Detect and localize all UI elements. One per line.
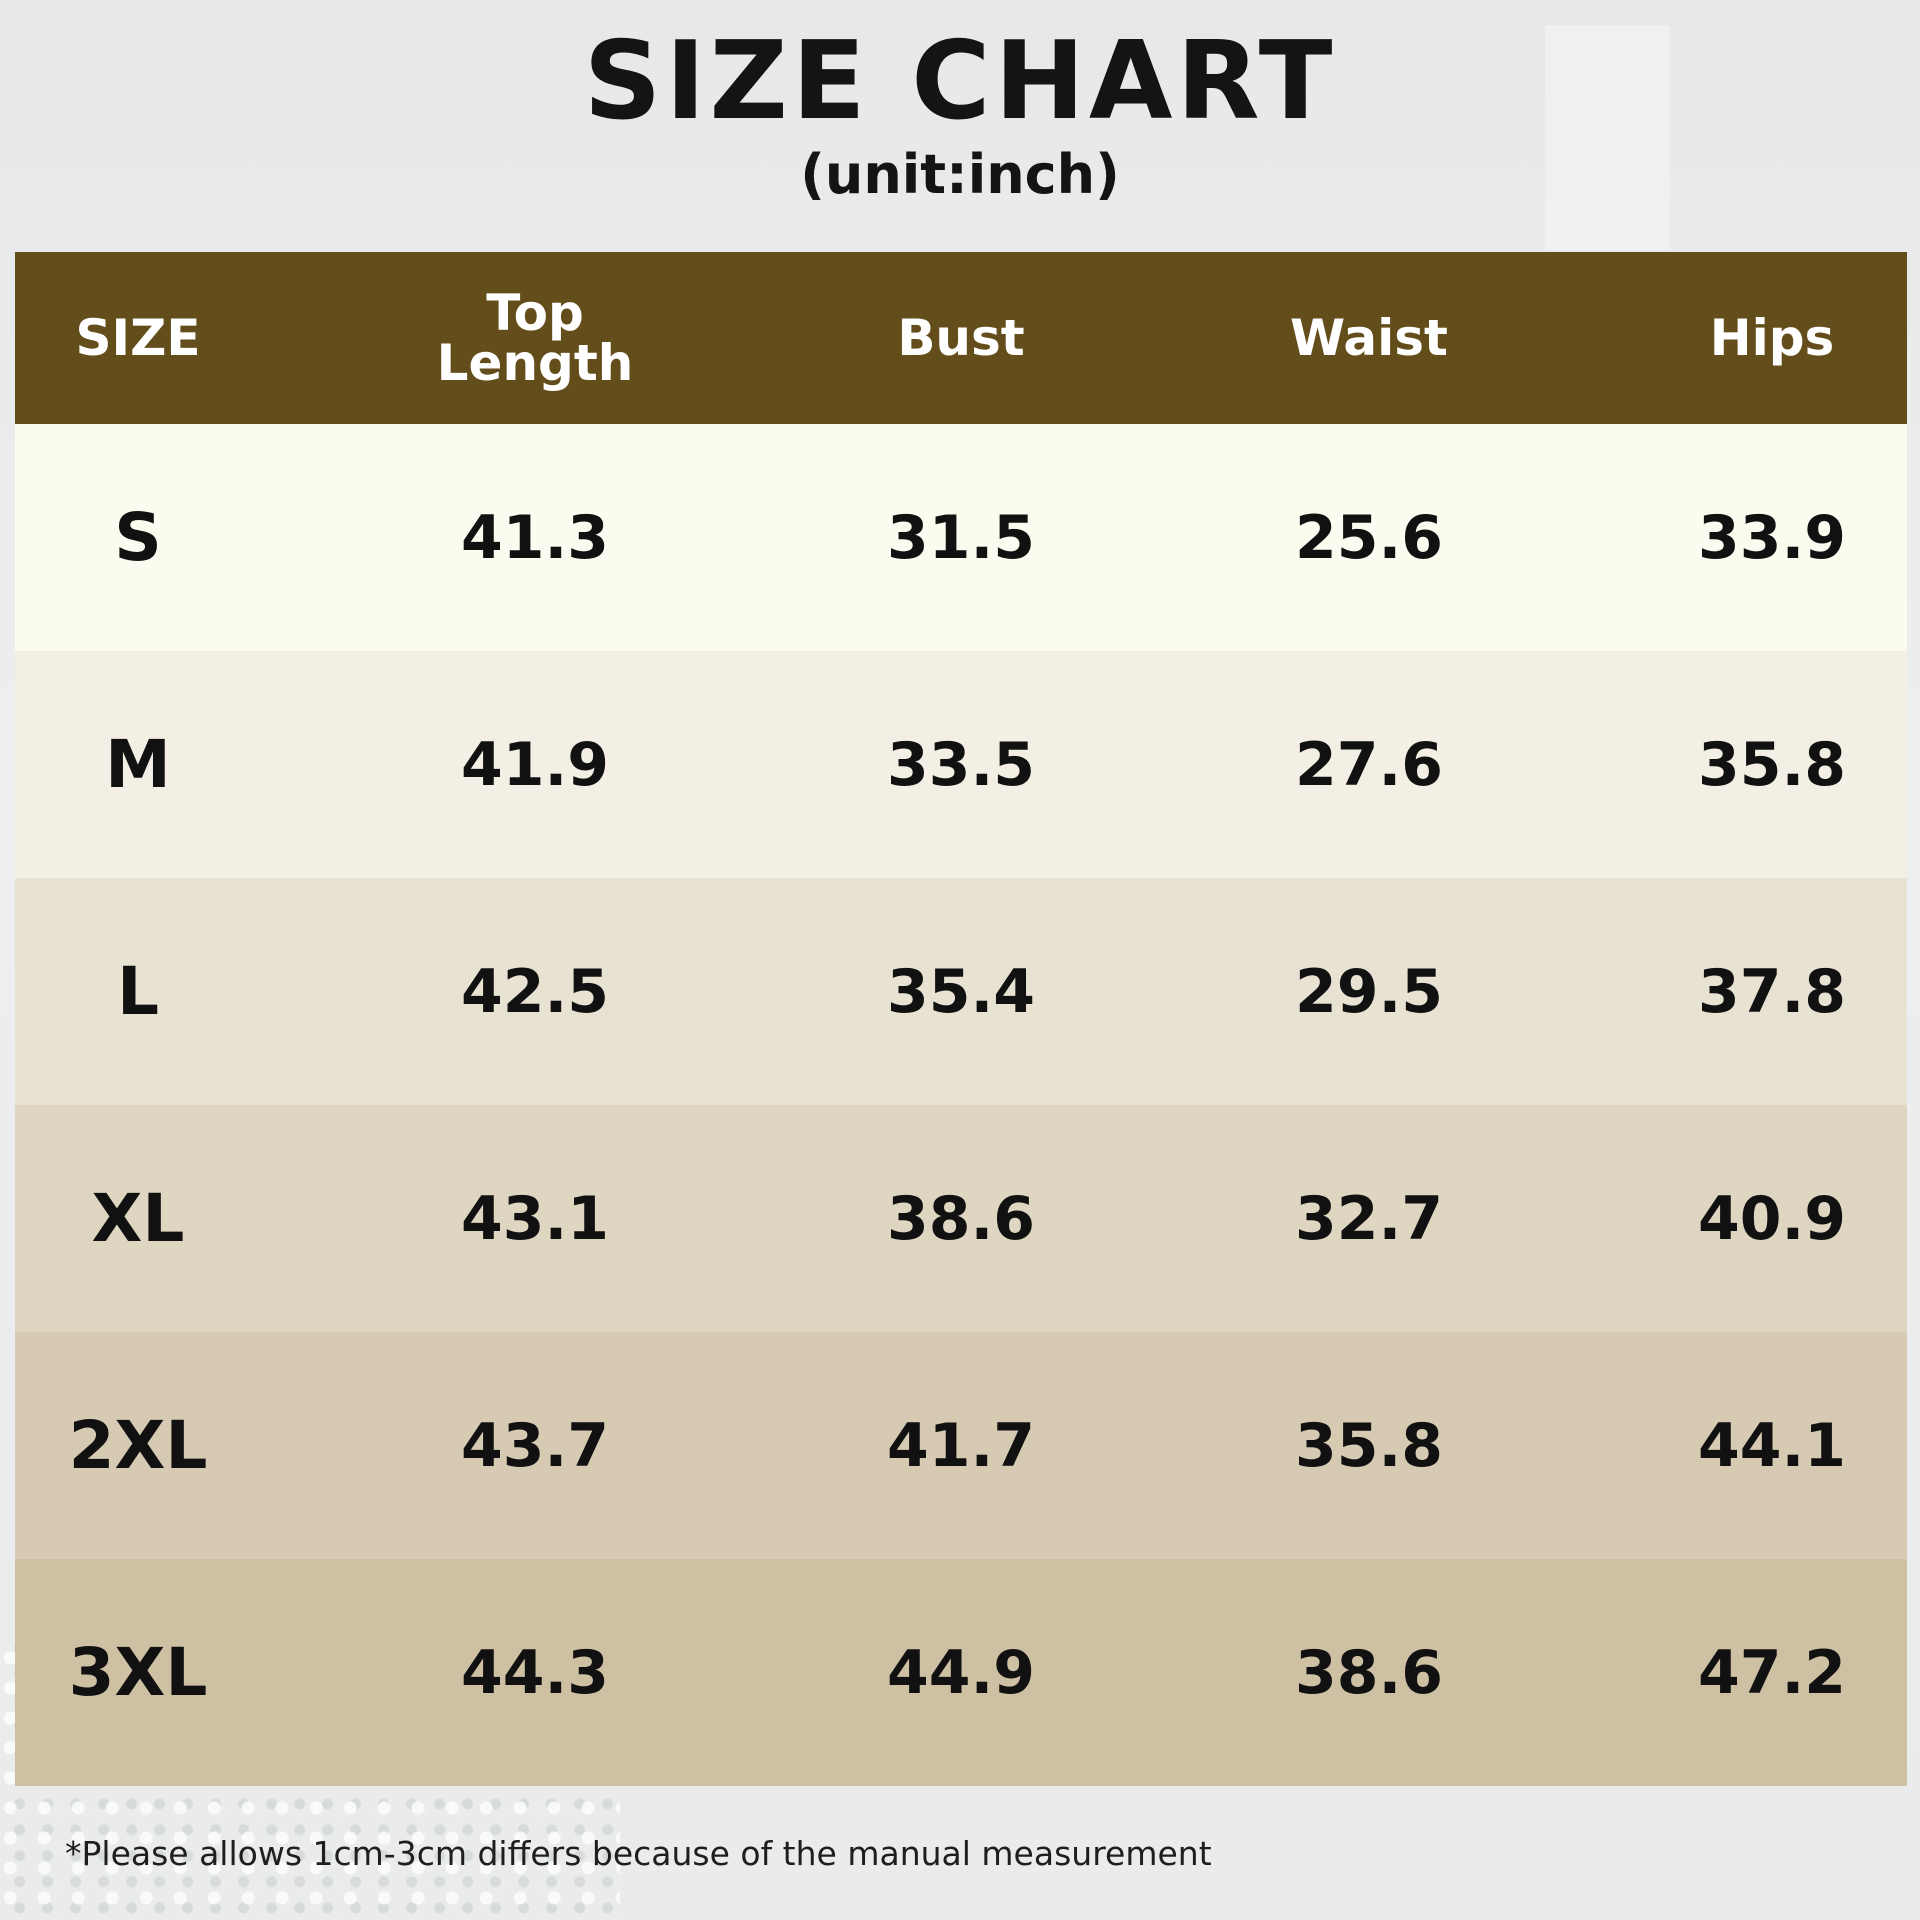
hips-value: 44.1 — [1697, 1410, 1847, 1481]
header-size: SIZE — [75, 309, 201, 367]
bust-value: 33.5 — [886, 729, 1036, 800]
size-label: 3XL — [68, 1634, 208, 1711]
size-label: L — [116, 953, 160, 1030]
header-top-length: Top Length — [437, 288, 634, 388]
size-table: SIZE Top Length Bust Waist Hips S 41.3 3… — [15, 252, 1907, 1786]
table-header-row: SIZE Top Length Bust Waist Hips — [15, 252, 1907, 424]
waist-value: 35.8 — [1294, 1410, 1444, 1481]
hips-value: 35.8 — [1697, 729, 1847, 800]
bust-value: 38.6 — [886, 1183, 1036, 1254]
table-row: 2XL 43.7 41.7 35.8 44.1 — [15, 1332, 1907, 1559]
waist-value: 29.5 — [1294, 956, 1444, 1027]
chart-title: SIZE CHART — [583, 19, 1337, 144]
hips-value: 47.2 — [1697, 1637, 1847, 1708]
table-row: L 42.5 35.4 29.5 37.8 — [15, 878, 1907, 1105]
header-hips: Hips — [1709, 309, 1835, 367]
top-length-value: 41.3 — [460, 502, 610, 573]
header-bust: Bust — [897, 309, 1025, 367]
header-waist: Waist — [1290, 309, 1448, 367]
chart-subtitle: (unit:inch) — [800, 143, 1120, 206]
size-label: 2XL — [68, 1407, 208, 1484]
table-row: XL 43.1 38.6 32.7 40.9 — [15, 1105, 1907, 1332]
header-top-length-line2: Length — [436, 334, 634, 392]
top-length-value: 43.1 — [460, 1183, 610, 1254]
size-label: M — [105, 726, 171, 803]
bust-value: 44.9 — [886, 1637, 1036, 1708]
waist-value: 32.7 — [1294, 1183, 1444, 1254]
bust-value: 31.5 — [886, 502, 1036, 573]
bust-value: 35.4 — [886, 956, 1036, 1027]
bust-value: 41.7 — [886, 1410, 1036, 1481]
hips-value: 37.8 — [1697, 956, 1847, 1027]
top-length-value: 41.9 — [460, 729, 610, 800]
top-length-value: 44.3 — [460, 1637, 610, 1708]
table-row: 3XL 44.3 44.9 38.6 47.2 — [15, 1559, 1907, 1786]
measurement-footnote: *Please allows 1cm-3cm differs because o… — [65, 1834, 1212, 1873]
size-label: XL — [91, 1180, 185, 1257]
hips-value: 40.9 — [1697, 1183, 1847, 1254]
hips-value: 33.9 — [1697, 502, 1847, 573]
size-label: S — [114, 499, 162, 576]
header-top-length-line1: Top — [486, 284, 584, 342]
table-row: S 41.3 31.5 25.6 33.9 — [15, 424, 1907, 651]
waist-value: 27.6 — [1294, 729, 1444, 800]
table-row: M 41.9 33.5 27.6 35.8 — [15, 651, 1907, 878]
waist-value: 25.6 — [1294, 502, 1444, 573]
top-length-value: 43.7 — [460, 1410, 610, 1481]
waist-value: 38.6 — [1294, 1637, 1444, 1708]
background-panel — [1545, 25, 1670, 250]
top-length-value: 42.5 — [460, 956, 610, 1027]
